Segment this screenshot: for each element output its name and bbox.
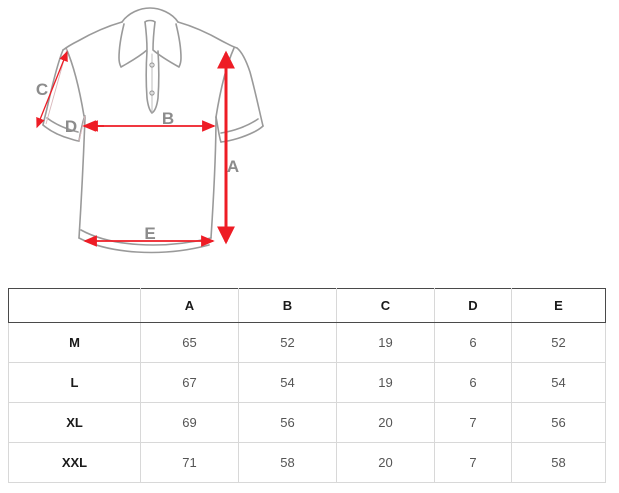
dim-label-b: B	[162, 109, 174, 128]
table-header: A B C D E	[8, 288, 606, 323]
cell-c: 20	[336, 442, 435, 483]
size-label: L	[8, 362, 141, 403]
cell-e: 56	[511, 402, 606, 443]
column-header-d: D	[434, 288, 512, 323]
cell-a: 67	[140, 362, 239, 403]
column-header-b: B	[238, 288, 337, 323]
cell-d: 7	[434, 402, 512, 443]
cell-c: 20	[336, 402, 435, 443]
size-label: XXL	[8, 442, 141, 483]
cell-e: 52	[511, 322, 606, 363]
sleeve-opening-guide	[78, 115, 86, 142]
dim-label-c: C	[36, 80, 48, 99]
size-label: M	[8, 322, 141, 363]
cell-a: 71	[140, 442, 239, 483]
button-bottom	[149, 90, 155, 96]
left-sleeve-cuff-opening	[42, 124, 80, 142]
cell-b: 58	[238, 442, 337, 483]
neck-opening	[121, 7, 179, 23]
table-body: M 65 52 19 6 52 L 67 54 19 6 54 XL 69 56…	[8, 322, 606, 483]
collar-inner-band	[144, 19, 156, 23]
right-sleeve-inner-edge	[215, 116, 222, 143]
cell-b: 54	[238, 362, 337, 403]
cell-d: 6	[434, 362, 512, 403]
table-row: XL 69 56 20 7 56	[8, 402, 606, 443]
column-header-a: A	[140, 288, 239, 323]
column-header-c: C	[336, 288, 435, 323]
cell-d: 7	[434, 442, 512, 483]
button-top	[149, 62, 155, 68]
shirt-illustration-svg: A B C D E	[36, 7, 264, 254]
cell-b: 52	[238, 322, 337, 363]
dim-label-e: E	[144, 224, 155, 243]
dim-label-a: A	[227, 157, 239, 176]
right-shoulder-line	[177, 21, 238, 49]
left-armhole-seam	[65, 47, 85, 117]
collar-right-leaf	[152, 21, 182, 68]
placket-buttons	[149, 62, 155, 96]
left-shoulder-line	[62, 21, 123, 51]
cell-b: 56	[238, 402, 337, 443]
right-side-seam	[210, 116, 217, 239]
table-row: XXL 71 58 20 7 58	[8, 442, 606, 483]
dim-label-d: D	[65, 117, 77, 136]
arrow-c-sleeve-length	[36, 50, 68, 129]
cell-a: 69	[140, 402, 239, 443]
collar-left-leaf	[118, 21, 148, 68]
polo-shirt-diagram: A B C D E	[36, 7, 264, 254]
table-header-row: A B C D E	[8, 288, 606, 323]
cell-d: 6	[434, 322, 512, 363]
table-row: M 65 52 19 6 52	[8, 322, 606, 363]
size-label: XL	[8, 402, 141, 443]
cell-a: 65	[140, 322, 239, 363]
cell-e: 54	[511, 362, 606, 403]
cell-c: 19	[336, 362, 435, 403]
size-chart-table: A B C D E M 65 52 19 6 52 L 67 54 19 6	[8, 288, 606, 483]
column-header-e: E	[511, 288, 606, 323]
cell-e: 58	[511, 442, 606, 483]
cell-c: 19	[336, 322, 435, 363]
placket	[145, 50, 160, 114]
table-row: L 67 54 19 6 54	[8, 362, 606, 403]
table-corner-header	[8, 288, 141, 323]
right-sleeve-outer-edge	[236, 47, 264, 127]
